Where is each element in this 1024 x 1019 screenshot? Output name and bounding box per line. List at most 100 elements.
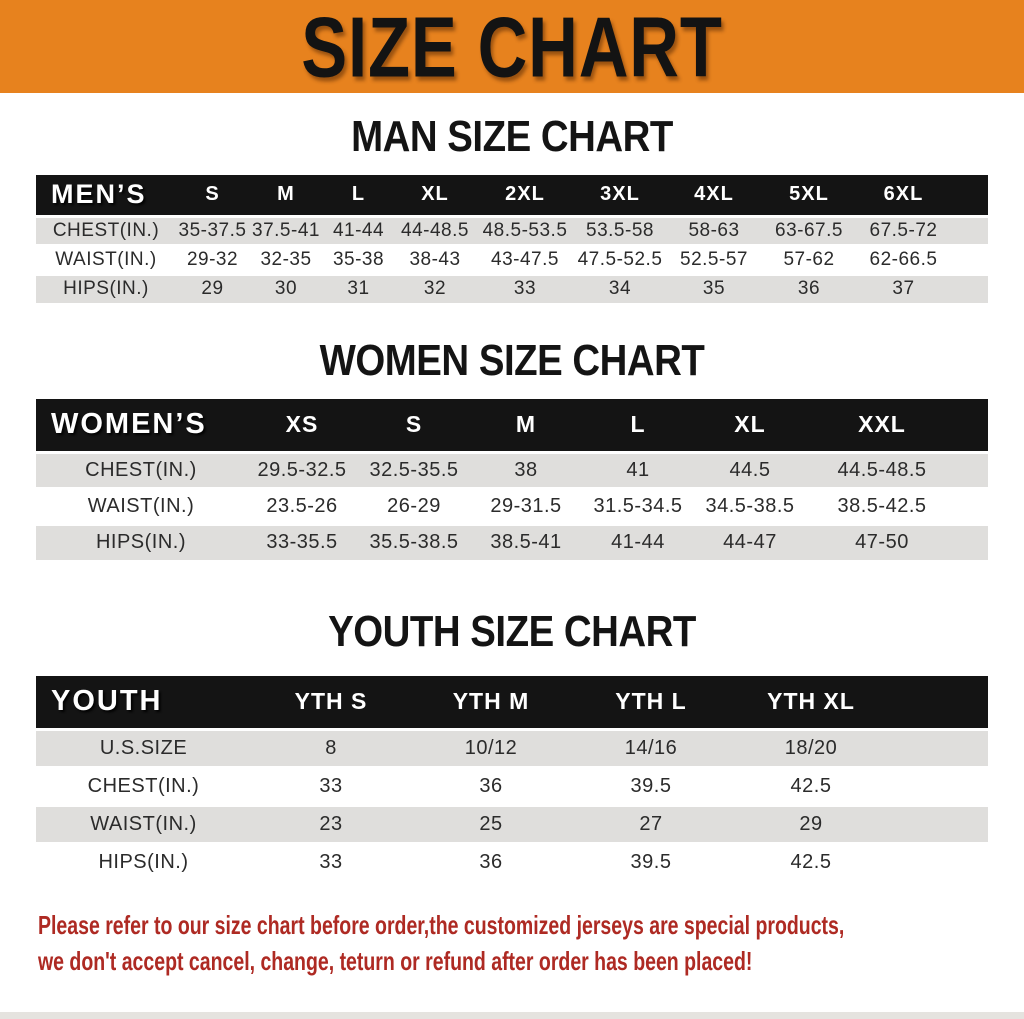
measurement-value: 35-38 bbox=[332, 248, 385, 270]
women-section: WOMEN SIZE CHART WOMEN’S XS S M L XL XXL CHEST(… bbox=[0, 337, 1024, 560]
measurement-value: 34 bbox=[608, 278, 632, 300]
measurement-value: 44.5 bbox=[729, 458, 771, 481]
row-label: WAIST(IN.) bbox=[55, 248, 157, 270]
banner: SIZE CHART bbox=[0, 0, 1024, 93]
measurement-value: 57-62 bbox=[783, 248, 835, 270]
measurement-value: 38.5-41 bbox=[490, 531, 562, 554]
measurement-value: 38 bbox=[514, 458, 538, 481]
measurement-value: 18/20 bbox=[784, 736, 838, 759]
spacer-cell bbox=[891, 767, 988, 805]
size-column-header: 4XL bbox=[666, 175, 762, 216]
measurement-value: 36 bbox=[797, 278, 821, 300]
banner-title: SIZE CHART bbox=[301, 0, 723, 93]
measurement-row: CHEST(IN.) 35-37.5 37.5-41 41-44 44-48.5 48.5… bbox=[36, 216, 988, 245]
disclaimer-note: Please refer to our size chart before or… bbox=[38, 907, 1024, 979]
measurement-row: CHEST(IN.) 29.5-32.5 32.5-35.5 38 41 44.5 44.5… bbox=[36, 452, 988, 488]
measurement-value: 43-47.5 bbox=[491, 248, 559, 270]
measurement-value: 41-44 bbox=[332, 219, 385, 241]
measurement-value: 39.5 bbox=[630, 774, 672, 797]
size-column-header: XL bbox=[694, 399, 806, 452]
group-label: MEN’S bbox=[36, 175, 176, 216]
measurement-value: 58-63 bbox=[688, 219, 740, 241]
size-column-header: L bbox=[582, 399, 694, 452]
measurement-value: 29-31.5 bbox=[490, 494, 562, 517]
measurement-row: HIPS(IN.) 33 36 39.5 42.5 bbox=[36, 843, 988, 881]
measurement-value: 33 bbox=[319, 851, 343, 874]
size-column-header: M bbox=[470, 399, 582, 452]
spacer-cell bbox=[951, 274, 988, 303]
spacer-cell bbox=[891, 805, 988, 843]
disclaimer-line-1: Please refer to our size chart before or… bbox=[38, 910, 845, 940]
measurement-value: 35 bbox=[702, 278, 726, 300]
measurement-value: 44-47 bbox=[723, 531, 777, 554]
measurement-row: WAIST(IN.) 23 25 27 29 bbox=[36, 805, 988, 843]
youth-section: YOUTH SIZE CHART YOUTH YTH S YTH M YTH L YTH… bbox=[0, 608, 1024, 881]
measurement-value: 67.5-72 bbox=[869, 219, 938, 241]
measurement-value: 37.5-41 bbox=[252, 219, 320, 241]
measurement-value: 32 bbox=[423, 278, 447, 300]
measurement-value: 27 bbox=[639, 812, 663, 835]
row-label: U.S.SIZE bbox=[99, 736, 188, 759]
measurement-value: 31.5-34.5 bbox=[593, 494, 683, 517]
spacer-cell bbox=[958, 399, 988, 452]
measurement-value: 10/12 bbox=[464, 736, 518, 759]
measurement-value: 42.5 bbox=[790, 851, 832, 874]
measurement-value: 44.5-48.5 bbox=[837, 458, 927, 481]
measurement-value: 8 bbox=[325, 736, 337, 759]
spacer-cell bbox=[951, 175, 988, 216]
measurement-value: 36 bbox=[479, 851, 503, 874]
youth-size-table: YOUTH YTH S YTH M YTH L YTH XL U.S.SIZE 8 10/12… bbox=[36, 676, 988, 881]
measurement-value: 63-67.5 bbox=[775, 219, 843, 241]
row-label: WAIST(IN.) bbox=[90, 812, 197, 835]
measurement-value: 33 bbox=[513, 278, 537, 300]
size-column-header: XS bbox=[246, 399, 358, 452]
measurement-value: 25 bbox=[479, 812, 503, 835]
size-column-header: 3XL bbox=[574, 175, 666, 216]
size-column-header: YTH L bbox=[571, 676, 731, 729]
measurement-row: WAIST(IN.) 23.5-26 26-29 29-31.5 31.5-34.5 34… bbox=[36, 488, 988, 524]
measurement-value: 29-32 bbox=[186, 248, 239, 270]
measurement-value: 26-29 bbox=[387, 494, 441, 517]
measurement-value: 37 bbox=[892, 278, 915, 300]
size-column-header: M bbox=[249, 175, 323, 216]
spacer-cell bbox=[891, 729, 988, 767]
measurement-value: 33-35.5 bbox=[266, 531, 338, 554]
row-label: HIPS(IN.) bbox=[63, 278, 149, 300]
spacer-cell bbox=[951, 216, 988, 245]
measurement-value: 30 bbox=[274, 278, 298, 300]
spacer-cell bbox=[958, 488, 988, 524]
size-header-row: YOUTH YTH S YTH M YTH L YTH XL bbox=[36, 676, 988, 729]
row-label: HIPS(IN.) bbox=[95, 531, 187, 554]
youth-size-chart-heading: YOUTH SIZE CHART bbox=[328, 608, 696, 656]
size-column-header: S bbox=[358, 399, 470, 452]
size-header-row: WOMEN’S XS S M L XL XXL bbox=[36, 399, 988, 452]
measurement-value: 39.5 bbox=[630, 851, 672, 874]
size-header-row: MEN’S S M L XL 2XL 3XL 4XL 5XL 6XL bbox=[36, 175, 988, 216]
measurement-value: 29 bbox=[201, 278, 224, 300]
man-section: MAN SIZE CHART MEN’S S M L XL 2XL 3XL 4XL 5XL 6XL… bbox=[0, 113, 1024, 303]
measurement-value: 34.5-38.5 bbox=[705, 494, 795, 517]
size-column-header: 5XL bbox=[762, 175, 856, 216]
measurement-value: 53.5-58 bbox=[586, 219, 654, 241]
measurement-value: 48.5-53.5 bbox=[482, 219, 568, 241]
size-column-header: S bbox=[176, 175, 249, 216]
size-column-header: 2XL bbox=[476, 175, 574, 216]
size-column-header: 6XL bbox=[856, 175, 951, 216]
man-size-chart-heading: MAN SIZE CHART bbox=[351, 113, 673, 161]
measurement-value: 35.5-38.5 bbox=[369, 531, 459, 554]
measurement-value: 62-66.5 bbox=[869, 248, 938, 270]
measurement-value: 44-48.5 bbox=[401, 219, 469, 241]
spacer-cell bbox=[958, 524, 988, 560]
measurement-value: 36 bbox=[479, 774, 503, 797]
measurement-value: 32.5-35.5 bbox=[369, 458, 459, 481]
measurement-value: 29 bbox=[799, 812, 823, 835]
measurement-value: 35-37.5 bbox=[178, 219, 247, 241]
disclaimer-line-2: we don't accept cancel, change, teturn o… bbox=[38, 946, 753, 976]
measurement-value: 47-50 bbox=[855, 531, 909, 554]
size-column-header: YTH S bbox=[251, 676, 411, 729]
spacer-cell bbox=[891, 843, 988, 881]
size-column-header: YTH XL bbox=[731, 676, 891, 729]
measurement-row: HIPS(IN.) 29 30 31 32 33 34 35 36 37 bbox=[36, 274, 988, 303]
measurement-value: 14/16 bbox=[624, 736, 678, 759]
